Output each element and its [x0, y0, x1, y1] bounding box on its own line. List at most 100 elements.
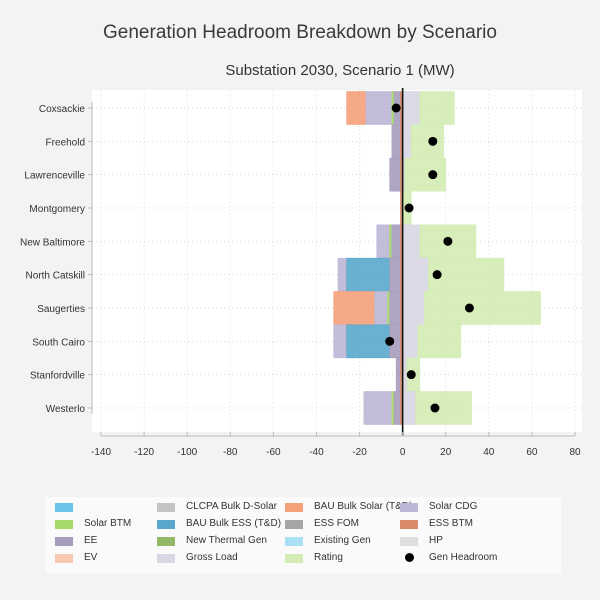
x-tick-label: -100 — [177, 447, 197, 458]
x-tick-label: 80 — [569, 447, 581, 458]
bar-segment — [404, 157, 447, 192]
bar-segment — [391, 124, 401, 159]
y-tick-label: Westerlo — [46, 404, 86, 415]
y-tick-label: Stanfordville — [30, 371, 85, 382]
legend-swatch — [55, 537, 73, 546]
bar-segment — [423, 291, 541, 325]
gen-headroom-point — [385, 336, 395, 346]
y-tick-label: Montgomery — [29, 204, 85, 215]
legend-label: ESS BTM — [429, 518, 473, 529]
x-tick-label: -120 — [134, 447, 154, 458]
x-tick-label: -40 — [309, 447, 324, 458]
x-tick-label: -20 — [352, 447, 367, 458]
legend-label: Gross Load — [186, 552, 238, 563]
legend-swatch — [285, 520, 303, 529]
x-tick-label: -80 — [223, 447, 238, 458]
bar-segment — [415, 391, 472, 425]
bar-segment — [393, 391, 401, 425]
bar-segment — [346, 91, 367, 125]
legend-label: Solar CDG — [429, 501, 478, 512]
legend-label: Existing Gen — [314, 535, 371, 546]
legend-label: BAU Bulk ESS (T&D) — [186, 518, 282, 529]
bar-segment — [391, 224, 401, 259]
bar-segment — [389, 157, 401, 192]
x-tick-label: 20 — [440, 447, 452, 458]
legend: CLCPA Bulk D-Solar BAU Bulk Solar (T&D) So… — [45, 497, 561, 573]
legend-swatch — [285, 537, 303, 546]
legend-swatch — [157, 520, 175, 529]
bar-segment — [402, 291, 425, 325]
legend-swatch — [285, 503, 303, 512]
bar-segment — [387, 291, 391, 325]
bar-segment — [402, 324, 419, 359]
bar-segment — [376, 224, 391, 259]
legend-label: ESS FOM — [314, 518, 360, 529]
legend-swatch — [285, 554, 303, 563]
bar-segment — [337, 257, 347, 292]
bar-segment — [402, 124, 412, 159]
y-tick-label: Lawrenceville — [24, 171, 85, 182]
gen-headroom-point — [443, 236, 453, 246]
y-tick-label: South Cairo — [32, 337, 85, 348]
legend-swatch — [400, 537, 418, 546]
bar-segment — [333, 291, 375, 325]
legend-label: Solar BTM — [84, 518, 132, 529]
legend-label: New Thermal Gen — [186, 535, 267, 546]
gen-headroom-point — [404, 203, 414, 213]
bar-segment — [417, 324, 462, 359]
x-tick-label: 40 — [483, 447, 495, 458]
y-tick-label: North Catskill — [26, 271, 85, 282]
legend-label: EV — [84, 552, 98, 563]
x-tick-label: 60 — [526, 447, 538, 458]
x-tick-label: -140 — [91, 447, 111, 458]
legend-swatch — [400, 503, 418, 512]
legend-label: BAU Bulk Solar (T&D) — [314, 501, 413, 512]
y-tick-label: New Baltimore — [20, 237, 85, 248]
bar-segment — [374, 291, 388, 325]
bar-segment — [419, 91, 455, 125]
y-tick-label: Freehold — [46, 137, 85, 148]
legend-swatch — [55, 503, 73, 512]
bar-segment — [363, 391, 393, 425]
bar-segment — [410, 124, 444, 159]
legend-swatch — [157, 503, 175, 512]
bar-segment — [333, 324, 347, 359]
x-tick-label: 0 — [400, 447, 406, 458]
bar-segment — [402, 224, 421, 259]
bar-segment — [402, 257, 429, 292]
legend-swatch — [157, 537, 175, 546]
gen-headroom-point — [406, 370, 416, 380]
gen-headroom-point — [464, 303, 474, 313]
legend-label: EE — [84, 535, 98, 546]
bar-segment — [389, 257, 401, 292]
gen-headroom-point — [432, 270, 442, 280]
bar-segment — [402, 91, 421, 125]
gen-headroom-point — [428, 170, 438, 180]
bar-segment — [389, 291, 401, 325]
legend-label: HP — [429, 535, 443, 546]
chart-title: Generation Headroom Breakdown by Scenari… — [103, 22, 497, 43]
gen-headroom-point — [428, 136, 438, 146]
bar-segment — [402, 391, 416, 425]
bar-segment — [346, 257, 391, 292]
bar-segment — [391, 391, 395, 425]
gen-headroom-point — [430, 403, 440, 413]
bar-segment — [365, 91, 393, 125]
legend-dot-marker — [405, 553, 414, 562]
legend-swatch — [55, 554, 73, 563]
chart-plot: Coxsackie Freehold Lawrenceville Montgomery… — [20, 88, 582, 458]
legend-label: Rating — [314, 552, 343, 563]
chart-subtitle: Substation 2030, Scenario 1 (MW) — [225, 62, 455, 79]
bar-segment — [395, 357, 401, 392]
legend-swatch — [400, 520, 418, 529]
bar-segment — [428, 257, 505, 292]
y-tick-label: Saugerties — [37, 304, 85, 315]
y-tick-label: Coxsackie — [39, 104, 86, 115]
legend-label: CLCPA Bulk D-Solar — [186, 501, 277, 512]
legend-swatch — [55, 520, 73, 529]
x-tick-label: -60 — [266, 447, 281, 458]
bar-segment — [346, 324, 391, 359]
gen-headroom-point — [391, 103, 401, 113]
legend-label: Gen Headroom — [429, 552, 498, 563]
bar-segment — [389, 224, 393, 259]
